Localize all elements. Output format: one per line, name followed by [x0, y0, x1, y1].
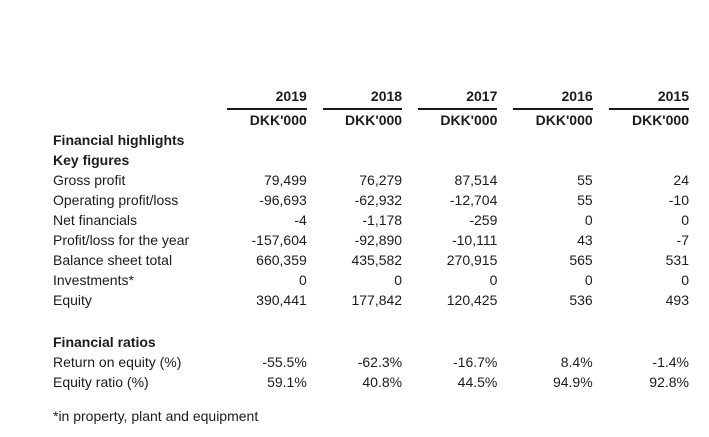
value-cell: 43 [577, 232, 593, 248]
value-cell: -10 [668, 192, 689, 208]
value-cell: 493 [665, 292, 689, 308]
table-row: Investments* 0 0 0 0 0 [53, 270, 689, 290]
value-cell: 55 [577, 172, 593, 188]
table-row: Equity ratio (%) 59.1% 40.8% 44.5% 94.9%… [53, 372, 689, 392]
table-row: Operating profit/loss -96,693 -62,932 -1… [53, 190, 689, 210]
table-row: Balance sheet total 660,359 435,582 270,… [53, 250, 689, 270]
section-label: Financial highlights [53, 132, 185, 148]
year-column-header: 2016 [497, 86, 593, 110]
year-label: 2017 [418, 86, 498, 110]
value-cell: -96,693 [259, 192, 307, 208]
year-label: 2019 [227, 86, 307, 110]
value-cell: 0 [394, 272, 403, 288]
table-row: Equity 390,441 177,842 120,425 536 493 [53, 290, 689, 310]
year-label: 2016 [513, 86, 593, 110]
unit-label: DKK'000 [249, 112, 307, 128]
year-header-row: 2019 2018 2017 2016 2015 [53, 86, 689, 110]
value-cell: 435,582 [351, 252, 403, 268]
year-column-header: 2018 [307, 86, 403, 110]
value-cell: 531 [665, 252, 689, 268]
value-cell: 0 [584, 212, 593, 228]
value-cell: -4 [294, 212, 307, 228]
financial-highlights-table: 2019 2018 2017 2016 2015 DKK'000 DKK'000… [53, 86, 689, 392]
unit-label: DKK'000 [535, 112, 593, 128]
section-label: Key figures [53, 152, 130, 168]
value-cell: 0 [584, 272, 593, 288]
value-cell: -62.3% [357, 354, 403, 370]
spacer [53, 310, 689, 332]
row-label: Net financials [53, 212, 138, 228]
value-cell: 40.8% [362, 374, 403, 390]
unit-label: DKK'000 [631, 112, 689, 128]
value-cell: 0 [681, 212, 689, 228]
row-label: Equity [53, 292, 92, 308]
value-cell: 44.5% [457, 374, 498, 390]
empty-corner-cell [53, 86, 211, 110]
value-cell: 92.8% [649, 374, 689, 390]
value-cell: -1,178 [362, 212, 403, 228]
value-cell: -7 [676, 232, 689, 248]
value-cell: 177,842 [351, 292, 403, 308]
value-cell: 120,425 [446, 292, 498, 308]
row-label: Profit/loss for the year [53, 232, 190, 248]
value-cell: 0 [681, 272, 689, 288]
value-cell: 55 [577, 192, 593, 208]
value-cell: -10,111 [451, 232, 498, 248]
row-label: Investments* [53, 272, 134, 288]
value-cell: 0 [489, 272, 498, 288]
unit-header-row: DKK'000 DKK'000 DKK'000 DKK'000 DKK'000 [53, 110, 689, 130]
value-cell: 270,915 [446, 252, 498, 268]
row-label: Equity ratio (%) [53, 374, 149, 390]
value-cell: -1.4% [652, 354, 689, 370]
value-cell: 59.1% [267, 374, 307, 390]
year-label: 2015 [608, 86, 689, 110]
year-column-header: 2015 [593, 86, 689, 110]
table-section-row: Financial highlights [53, 130, 689, 150]
year-column-header: 2019 [211, 86, 307, 110]
row-label: Operating profit/loss [53, 192, 179, 208]
value-cell: 390,441 [256, 292, 307, 308]
row-label: Return on equity (%) [53, 354, 182, 370]
value-cell: -62,932 [354, 192, 403, 208]
section-label: Financial ratios [53, 334, 156, 350]
value-cell: -12,704 [449, 192, 498, 208]
unit-label: DKK'000 [440, 112, 498, 128]
spacer-row [53, 310, 689, 332]
value-cell: 76,279 [359, 172, 403, 188]
value-cell: 565 [569, 252, 593, 268]
table-row: Return on equity (%) -55.5% -62.3% -16.7… [53, 352, 689, 372]
value-cell: -157,604 [251, 232, 307, 248]
row-label: Gross profit [53, 172, 126, 188]
value-cell: -55.5% [262, 354, 307, 370]
empty-corner-cell [53, 110, 211, 130]
financial-highlights-sheet: 2019 2018 2017 2016 2015 DKK'000 DKK'000… [53, 86, 689, 392]
value-cell: 79,499 [263, 172, 307, 188]
year-column-header: 2017 [402, 86, 498, 110]
value-cell: -92,890 [354, 232, 403, 248]
value-cell: -16.7% [453, 354, 498, 370]
value-cell: 660,359 [256, 252, 307, 268]
table-row: Gross profit 79,499 76,279 87,514 55 24 [53, 170, 689, 190]
table-section-row: Financial ratios [53, 332, 689, 352]
table-footnote: *in property, plant and equipment [53, 408, 259, 424]
value-cell: 94.9% [552, 374, 593, 390]
value-cell: 87,514 [454, 172, 498, 188]
table-row: Net financials -4 -1,178 -259 0 0 [53, 210, 689, 230]
table-row: Profit/loss for the year -157,604 -92,89… [53, 230, 689, 250]
value-cell: -259 [469, 212, 498, 228]
unit-label: DKK'000 [345, 112, 403, 128]
value-cell: 0 [298, 272, 307, 288]
value-cell: 536 [569, 292, 593, 308]
value-cell: 8.4% [560, 354, 593, 370]
row-label: Balance sheet total [53, 252, 173, 268]
value-cell: 24 [673, 172, 689, 188]
year-label: 2018 [322, 86, 403, 110]
table-section-row: Key figures [53, 150, 689, 170]
